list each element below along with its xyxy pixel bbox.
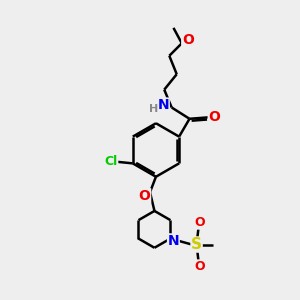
Text: O: O	[195, 216, 206, 229]
Text: Cl: Cl	[104, 155, 118, 168]
Text: N: N	[158, 98, 169, 112]
Text: O: O	[182, 33, 194, 47]
Text: O: O	[195, 260, 206, 273]
Text: O: O	[139, 189, 151, 203]
Text: H: H	[148, 104, 158, 114]
Text: N: N	[168, 234, 179, 248]
Text: S: S	[191, 237, 202, 252]
Text: O: O	[208, 110, 220, 124]
